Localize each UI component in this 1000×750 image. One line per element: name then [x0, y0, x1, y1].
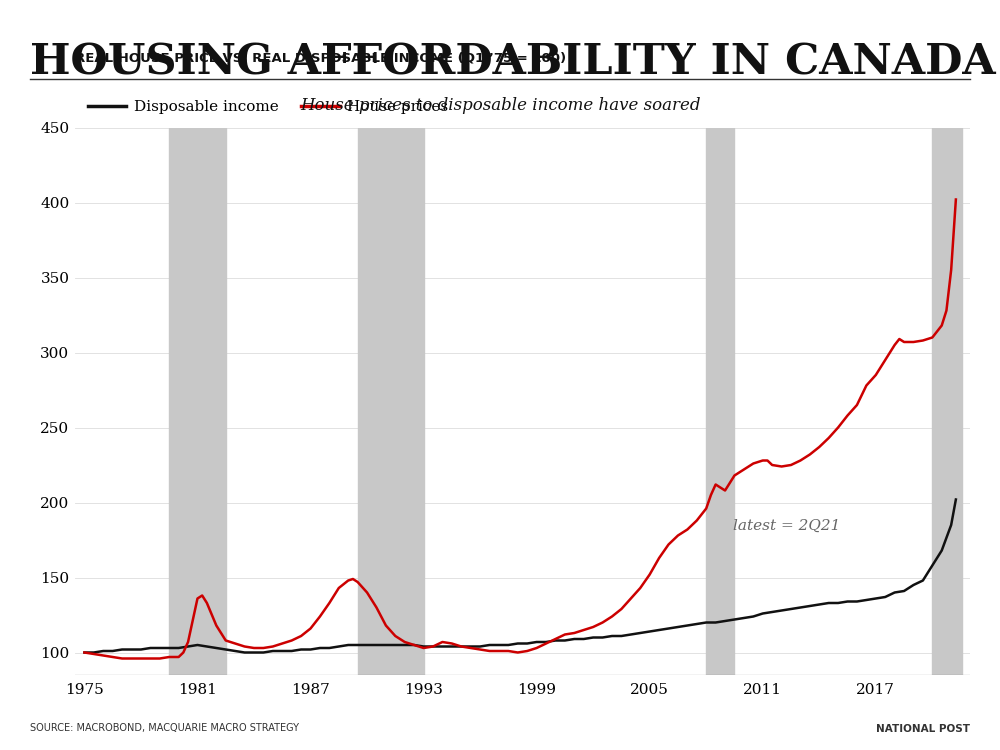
Text: NATIONAL POST: NATIONAL POST	[876, 724, 970, 734]
Text: House prices to disposable income have soared: House prices to disposable income have s…	[300, 98, 700, 115]
Bar	[932, 128, 962, 675]
Text: latest = 2Q21: latest = 2Q21	[733, 519, 840, 533]
Text: REAL HOUSE PRICE VS. REAL DISPOSABLE INCOME (Q1 ’75 = 100): REAL HOUSE PRICE VS. REAL DISPOSABLE INC…	[75, 52, 566, 64]
Legend: Disposable income, House prices: Disposable income, House prices	[82, 94, 454, 120]
Text: SOURCE: MACROBOND, MACQUARIE MACRO STRATEGY: SOURCE: MACROBOND, MACQUARIE MACRO STRAT…	[30, 724, 299, 734]
Bar	[706, 128, 734, 675]
Bar	[358, 128, 424, 675]
Text: HOUSING AFFORDABILITY IN CANADA: HOUSING AFFORDABILITY IN CANADA	[30, 41, 996, 83]
Bar	[169, 128, 226, 675]
